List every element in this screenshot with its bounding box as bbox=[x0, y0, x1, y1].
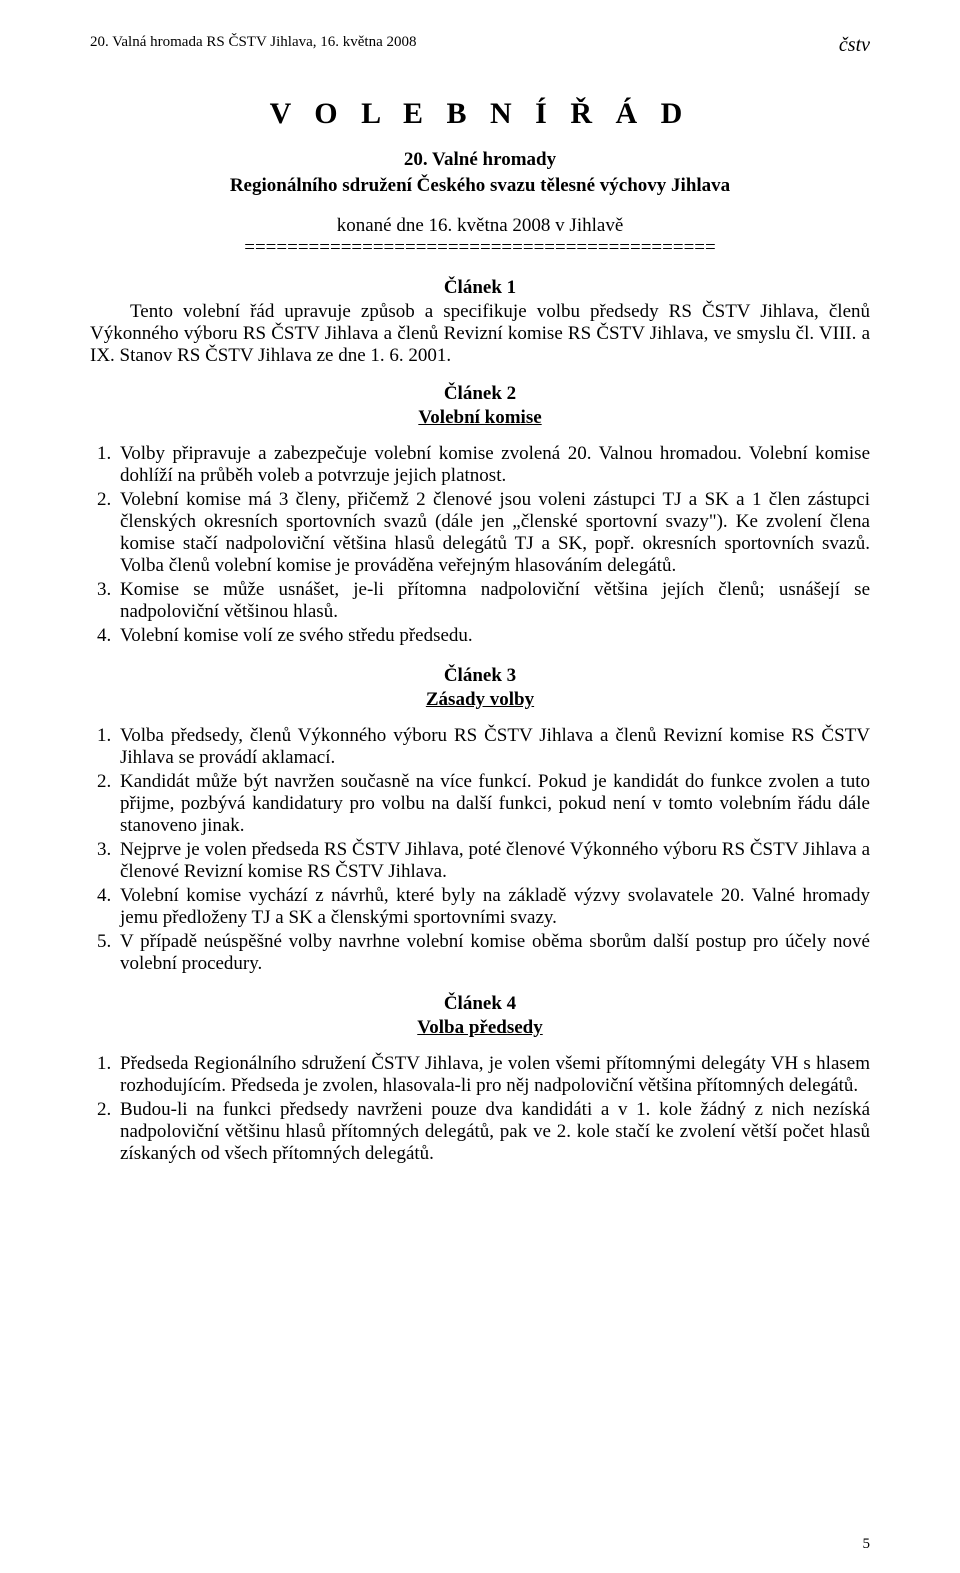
list-item: Předseda Regionálního sdružení ČSTV Jihl… bbox=[116, 1053, 870, 1097]
list-item: Volební komise má 3 členy, přičemž 2 čle… bbox=[116, 489, 870, 577]
article-4-heading: Článek 4 bbox=[90, 993, 870, 1015]
subtitle-line-1: 20. Valné hromady bbox=[90, 149, 870, 171]
article-1-text: Tento volební řád upravuje způsob a spec… bbox=[90, 301, 870, 367]
list-item: Volba předsedy, členů Výkonného výboru R… bbox=[116, 725, 870, 769]
list-item: Volební komise vychází z návrhů, které b… bbox=[116, 885, 870, 929]
document-page: 20. Valná hromada RS ČSTV Jihlava, 16. k… bbox=[0, 0, 960, 1573]
list-item: Volby připravuje a zabezpečuje volební k… bbox=[116, 443, 870, 487]
page-number: 5 bbox=[863, 1536, 871, 1553]
header-text: 20. Valná hromada RS ČSTV Jihlava, 16. k… bbox=[90, 34, 417, 51]
article-4-list: Předseda Regionálního sdružení ČSTV Jihl… bbox=[90, 1053, 870, 1165]
subtitle-line-2: Regionálního sdružení Českého svazu těle… bbox=[90, 175, 870, 197]
cstv-logo: čstv bbox=[839, 34, 870, 57]
list-item: Komise se může usnášet, je-li přítomna n… bbox=[116, 579, 870, 623]
article-1-heading: Článek 1 bbox=[90, 277, 870, 299]
article-2-subheading: Volební komise bbox=[90, 407, 870, 429]
list-item: Nejprve je volen předseda RS ČSTV Jihlav… bbox=[116, 839, 870, 883]
document-title: V O L E B N Í Ř Á D bbox=[90, 97, 870, 131]
list-item: V případě neúspěšné volby navrhne volebn… bbox=[116, 931, 870, 975]
article-3-heading: Článek 3 bbox=[90, 665, 870, 687]
page-header: 20. Valná hromada RS ČSTV Jihlava, 16. k… bbox=[90, 34, 870, 57]
list-item: Volební komise volí ze svého středu před… bbox=[116, 625, 870, 647]
meeting-date-line: konané dne 16. května 2008 v Jihlavě bbox=[90, 215, 870, 237]
article-4-subheading: Volba předsedy bbox=[90, 1017, 870, 1039]
article-3-subheading: Zásady volby bbox=[90, 689, 870, 711]
divider-line: ========================================… bbox=[90, 237, 870, 259]
article-3-list: Volba předsedy, členů Výkonného výboru R… bbox=[90, 725, 870, 975]
list-item: Kandidát může být navržen současně na ví… bbox=[116, 771, 870, 837]
article-2-heading: Článek 2 bbox=[90, 383, 870, 405]
article-2-list: Volby připravuje a zabezpečuje volební k… bbox=[90, 443, 870, 647]
list-item: Budou-li na funkci předsedy navrženi pou… bbox=[116, 1099, 870, 1165]
